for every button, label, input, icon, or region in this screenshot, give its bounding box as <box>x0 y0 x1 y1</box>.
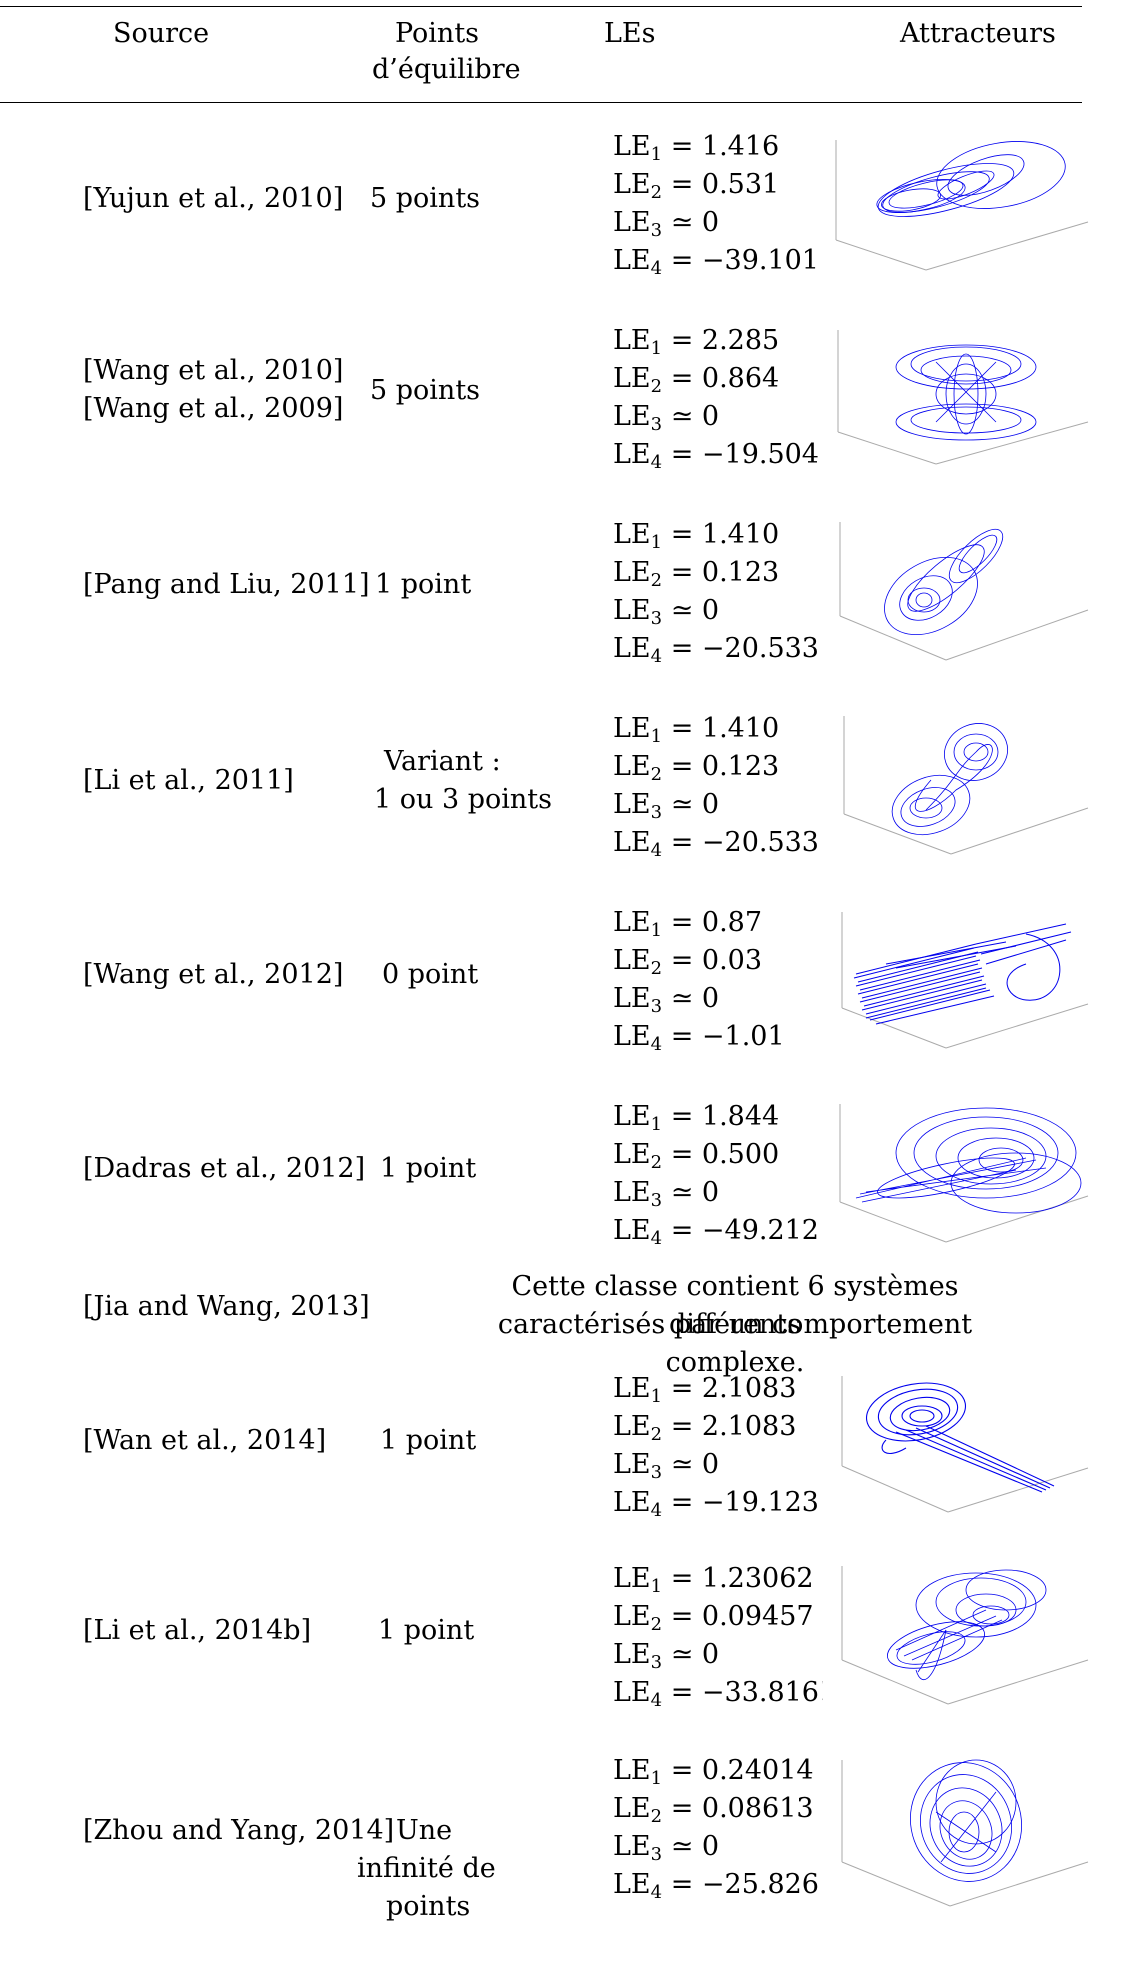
source-cell: [Pang and Liu, 2011] <box>83 569 370 600</box>
table-row: [Jia and Wang, 2013] Cette classe contie… <box>0 1250 1100 1378</box>
attractor-plot <box>826 1752 1098 1912</box>
top-rule <box>0 6 1082 7</box>
le-line: LE3 ≃ 0 <box>613 207 720 241</box>
le-line: LE3 ≃ 0 <box>613 1449 720 1483</box>
points-cell: 5 points <box>370 183 481 214</box>
source-cell: [Li et al., 2014b] <box>83 1615 312 1646</box>
le-line: LE2 = 0.08613 <box>613 1793 814 1827</box>
header-rule <box>0 102 1082 103</box>
le-line: LE4 = −19.123 <box>613 1487 819 1521</box>
points-cell: 1 point <box>380 1425 477 1456</box>
le-line: LE1 = 1.416 <box>613 131 780 165</box>
points-cell: 1 ou 3 points <box>374 784 553 815</box>
points-cell: 1 point <box>380 1153 477 1184</box>
source-cell: [Wan et al., 2014] <box>83 1425 327 1456</box>
le-line: LE2 = 0.531 <box>613 169 780 203</box>
les-cell: LE1 = 1.23062 LE2 = 0.09457 LE3 ≃ 0 LE4 … <box>613 1560 823 1712</box>
le-line: LE4 = −1.01 <box>613 1021 785 1055</box>
le-line: LE4 = −20.533 <box>613 827 819 861</box>
le-line: LE3 ≃ 0 <box>613 983 720 1017</box>
table-row: [Wang et al., 2010] [Wang et al., 2009] … <box>0 322 1100 472</box>
points-cell: 0 point <box>382 959 479 990</box>
le-line: LE2 = 0.500 <box>613 1139 780 1173</box>
le-line: LE1 = 2.1083 <box>613 1373 797 1407</box>
source-cell: [Wang et al., 2009] <box>83 393 344 424</box>
table-row: [Zhou and Yang, 2014] Une infinité de po… <box>0 1752 1100 1952</box>
source-cell: [Wang et al., 2010] <box>83 355 344 386</box>
le-line: LE2 = 0.09457 <box>613 1601 814 1635</box>
le-line: LE4 = −33.816! <box>613 1677 823 1711</box>
le-line: LE3 ≃ 0 <box>613 401 720 435</box>
points-cell: 5 points <box>370 375 481 406</box>
source-cell: [Yujun et al., 2010] <box>83 183 344 214</box>
points-cell: 1 point <box>378 1615 475 1646</box>
le-line: LE3 ≃ 0 <box>613 1831 720 1865</box>
le-line: LE2 = 2.1083 <box>613 1411 797 1445</box>
table-row: [Wan et al., 2014] 1 point LE1 = 2.1083 … <box>0 1370 1100 1520</box>
le-line: LE3 ≃ 0 <box>613 595 720 629</box>
le-line: LE1 = 1.410 <box>613 519 780 553</box>
le-line: LE4 = −19.504 <box>613 439 819 473</box>
points-cell: 1 point <box>375 569 472 600</box>
attractor-plot <box>826 322 1098 470</box>
source-cell: [Li et al., 2011] <box>83 765 294 796</box>
points-cell: Une <box>396 1815 453 1846</box>
le-line: LE3 ≃ 0 <box>613 1177 720 1211</box>
le-line: LE4 = −39.101 <box>613 245 819 279</box>
le-line: LE1 = 0.87 <box>613 907 763 941</box>
source-cell: [Dadras et al., 2012] <box>83 1153 366 1184</box>
le-line: LE4 = −25.826 <box>613 1869 819 1903</box>
header-attractors: Attracteurs <box>900 18 1056 49</box>
table-row: [Wang et al., 2012] 0 point LE1 = 0.87 L… <box>0 904 1100 1054</box>
class-note: Cette classe contient 6 systèmes différe… <box>511 1271 959 1340</box>
le-line: LE3 ≃ 0 <box>613 789 720 823</box>
class-note: caractérisés par un comportement complex… <box>497 1309 973 1378</box>
attractor-plot <box>826 130 1098 275</box>
header-points: Points d’équilibre <box>372 18 521 85</box>
source-cell: [Zhou and Yang, 2014] <box>83 1815 395 1846</box>
header-source: Source <box>113 18 210 49</box>
le-line: LE4 = −49.212 <box>613 1215 819 1249</box>
attractor-plot <box>826 516 1098 664</box>
points-cell: infinité de <box>357 1853 496 1884</box>
le-line: LE4 = −20.533 <box>613 633 819 667</box>
les-cell: LE1 = 1.416 LE2 = 0.531 LE3 ≃ 0 LE4 = −3… <box>613 128 823 280</box>
points-cell: points <box>386 1891 471 1922</box>
table-row: [Yujun et al., 2010] 5 points LE1 = 1.41… <box>0 128 1100 278</box>
table-row: [Dadras et al., 2012] 1 point LE1 = 1.84… <box>0 1098 1100 1248</box>
le-line: LE1 = 1.844 <box>613 1101 780 1135</box>
attractor-plot <box>826 710 1098 858</box>
points-cell: Variant : <box>384 746 501 777</box>
le-line: LE2 = 0.864 <box>613 363 780 397</box>
les-cell: LE1 = 1.410 LE2 = 0.123 LE3 ≃ 0 LE4 = −2… <box>613 710 823 862</box>
attractor-plot <box>826 1098 1098 1246</box>
source-cell: [Wang et al., 2012] <box>83 959 344 990</box>
le-line: LE3 ≃ 0 <box>613 1639 720 1673</box>
le-line: LE1 = 2.285 <box>613 325 780 359</box>
source-cell: [Jia and Wang, 2013] <box>83 1291 370 1322</box>
le-line: LE1 = 0.24014 <box>613 1755 814 1789</box>
le-line: LE2 = 0.123 <box>613 751 780 785</box>
le-line: LE1 = 1.410 <box>613 713 780 747</box>
le-line: LE1 = 1.23062 <box>613 1563 814 1597</box>
les-cell: LE1 = 2.285 LE2 = 0.864 LE3 ≃ 0 LE4 = −1… <box>613 322 823 474</box>
attractor-plot <box>826 1370 1098 1518</box>
le-line: LE2 = 0.03 <box>613 945 763 979</box>
table-row: [Li et al., 2011] Variant : 1 ou 3 point… <box>0 710 1100 860</box>
header-les: LEs <box>604 18 656 49</box>
attractor-plot <box>826 904 1098 1052</box>
les-cell: LE1 = 1.410 LE2 = 0.123 LE3 ≃ 0 LE4 = −2… <box>613 516 823 668</box>
attractor-plot <box>826 1560 1098 1708</box>
table-row: [Li et al., 2014b] 1 point LE1 = 1.23062… <box>0 1560 1100 1710</box>
les-cell: LE1 = 0.24014 LE2 = 0.08613 LE3 ≃ 0 LE4 … <box>613 1752 823 1904</box>
le-line: LE2 = 0.123 <box>613 557 780 591</box>
les-cell: LE1 = 1.844 LE2 = 0.500 LE3 ≃ 0 LE4 = −4… <box>613 1098 823 1250</box>
les-cell: LE1 = 2.1083 LE2 = 2.1083 LE3 ≃ 0 LE4 = … <box>613 1370 823 1522</box>
table-row: [Pang and Liu, 2011] 1 point LE1 = 1.410… <box>0 516 1100 666</box>
les-cell: LE1 = 0.87 LE2 = 0.03 LE3 ≃ 0 LE4 = −1.0… <box>613 904 823 1056</box>
